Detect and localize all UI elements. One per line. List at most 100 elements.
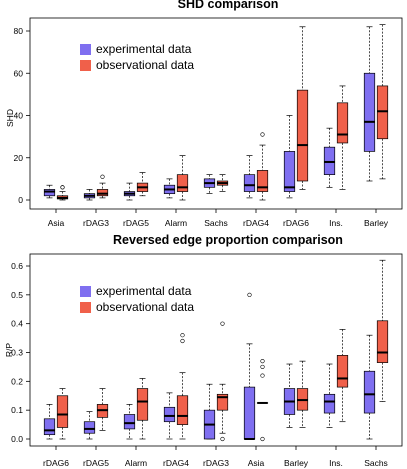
outlier-point bbox=[220, 321, 225, 326]
y-tick-label: 0.6 bbox=[11, 261, 23, 271]
observational-box-rDAG5 bbox=[136, 172, 149, 197]
observational-box-rDAG4 bbox=[256, 132, 269, 201]
box-iqr bbox=[56, 395, 69, 428]
x-tick-label: rDAG6 bbox=[43, 458, 69, 468]
legend-label: experimental data bbox=[96, 42, 192, 56]
x-tick-label: rDAG4 bbox=[243, 218, 269, 228]
box-iqr bbox=[43, 418, 56, 436]
observational-box-Asia bbox=[256, 359, 269, 442]
box-iqr bbox=[323, 393, 336, 414]
box-iqr bbox=[163, 406, 176, 423]
box-iqr bbox=[283, 151, 296, 192]
x-tick-label: rDAG3 bbox=[83, 218, 109, 228]
observational-box-Barley bbox=[296, 360, 309, 428]
y-tick-label: 40 bbox=[14, 111, 24, 121]
legend-label: observational data bbox=[96, 300, 194, 314]
experimental-box-rDAG6 bbox=[43, 404, 56, 440]
experimental-box-rDAG3 bbox=[203, 383, 216, 440]
outlier-point bbox=[180, 333, 185, 338]
observational-box-Ins. bbox=[336, 85, 349, 190]
x-tick-label: Alarm bbox=[165, 218, 187, 228]
outlier-point bbox=[260, 373, 265, 378]
observational-box-Sachs bbox=[216, 174, 229, 192]
box-iqr bbox=[243, 386, 256, 440]
observational-box-Asia bbox=[56, 185, 69, 201]
outlier-point bbox=[260, 359, 265, 364]
chart-1: SHD comparison 0 20 40 60 80 SHD Asia rDAG3 rDAG5… bbox=[5, 0, 403, 228]
experimental-box-Alarm bbox=[163, 178, 176, 199]
y-tick-label: 0.4 bbox=[11, 319, 23, 329]
observational-box-rDAG4 bbox=[176, 333, 189, 440]
outlier-point bbox=[60, 185, 65, 190]
x-tick-label: Ins. bbox=[329, 458, 343, 468]
experimental-box-rDAG4 bbox=[243, 155, 256, 199]
experimental-box-Sachs bbox=[363, 334, 376, 440]
box-iqr bbox=[123, 414, 136, 430]
outlier-point bbox=[100, 174, 105, 179]
experimental-box-Barley bbox=[283, 363, 296, 428]
observational-box-rDAG5 bbox=[96, 388, 109, 431]
box-iqr bbox=[216, 393, 229, 411]
experimental-box-rDAG5 bbox=[83, 411, 96, 440]
box-iqr bbox=[83, 421, 96, 434]
experimental-box-rDAG3 bbox=[83, 189, 96, 201]
legend-label: experimental data bbox=[96, 284, 192, 298]
y-tick-label: 0.2 bbox=[11, 376, 23, 386]
y-tick-label: 0.3 bbox=[11, 348, 23, 358]
x-tick-label: Sachs bbox=[364, 458, 388, 468]
observational-box-rDAG6 bbox=[56, 388, 69, 440]
experimental-box-rDAG6 bbox=[283, 115, 296, 199]
outlier-point bbox=[180, 338, 185, 344]
y-tick-label: 20 bbox=[14, 153, 24, 163]
y-tick-label: 80 bbox=[14, 26, 24, 36]
x-tick-label: Asia bbox=[48, 218, 65, 228]
y-tick-label: 0.1 bbox=[11, 405, 23, 415]
plot-frame bbox=[29, 253, 403, 447]
x-tick-label: Alarm bbox=[125, 458, 147, 468]
legend-swatch bbox=[80, 60, 91, 71]
experimental-box-Sachs bbox=[203, 174, 216, 195]
chart-title: SHD comparison bbox=[178, 0, 279, 11]
x-tick-label: rDAG6 bbox=[283, 218, 309, 228]
y-tick-label: 0.5 bbox=[11, 290, 23, 300]
experimental-box-Ins. bbox=[323, 127, 336, 188]
box-iqr bbox=[43, 189, 56, 197]
experimental-box-rDAG5 bbox=[123, 182, 136, 201]
box-iqr bbox=[296, 89, 309, 182]
observational-box-Alarm bbox=[136, 378, 149, 440]
box-iqr bbox=[376, 320, 389, 363]
box-iqr bbox=[176, 395, 189, 425]
x-tick-label: Asia bbox=[248, 458, 265, 468]
outlier-point bbox=[260, 132, 265, 137]
box-iqr bbox=[336, 102, 349, 144]
x-tick-label: Barley bbox=[284, 458, 309, 468]
y-tick-label: 60 bbox=[14, 68, 24, 78]
observational-box-Sachs bbox=[376, 259, 389, 402]
x-tick-label: rDAG5 bbox=[83, 458, 109, 468]
outlier-point bbox=[260, 364, 265, 370]
y-axis-label: R/P bbox=[4, 343, 14, 358]
chart-2: Reversed edge proportion comparison 0.0 0.… bbox=[4, 233, 403, 468]
box-iqr bbox=[323, 146, 336, 175]
experimental-box-Ins. bbox=[323, 363, 336, 428]
box-iqr bbox=[256, 170, 269, 192]
experimental-box-rDAG4 bbox=[163, 392, 176, 440]
x-tick-label: Sachs bbox=[204, 218, 228, 228]
observational-box-rDAG3 bbox=[96, 174, 109, 199]
observational-box-Ins. bbox=[336, 329, 349, 423]
outlier-point bbox=[260, 436, 265, 442]
x-tick-label: Barley bbox=[364, 218, 389, 228]
legend-swatch bbox=[80, 302, 91, 313]
experimental-box-Alarm bbox=[123, 404, 136, 440]
x-tick-label: rDAG3 bbox=[203, 458, 229, 468]
legend-label: observational data bbox=[96, 58, 194, 72]
box-iqr bbox=[363, 370, 376, 414]
outlier-point bbox=[220, 436, 225, 442]
observational-box-rDAG6 bbox=[296, 26, 309, 190]
experimental-box-Asia bbox=[243, 292, 256, 440]
observational-box-Barley bbox=[376, 24, 389, 180]
y-axis-label: SHD bbox=[5, 109, 15, 127]
box-iqr bbox=[176, 174, 189, 192]
y-tick-label: 0.0 bbox=[11, 434, 23, 444]
